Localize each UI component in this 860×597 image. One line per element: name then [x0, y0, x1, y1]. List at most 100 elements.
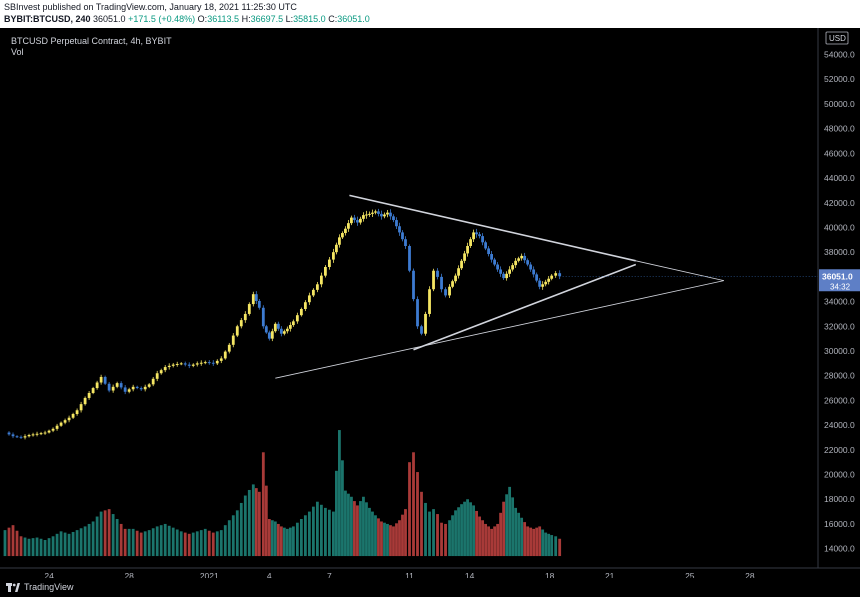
- volume-bar: [412, 452, 415, 557]
- time-tick-label: 28: [124, 571, 134, 581]
- high-value: 36697.5: [250, 14, 284, 24]
- volume-bar: [51, 536, 55, 557]
- candle-body: [171, 364, 175, 366]
- price-chart[interactable]: 54000.052000.050000.048000.046000.044000…: [0, 28, 860, 582]
- candle-body: [227, 344, 231, 352]
- volume-bar: [288, 527, 292, 557]
- candle-body: [261, 307, 265, 327]
- price-tick-label: 28000.0: [824, 371, 855, 381]
- volume-bar: [362, 496, 365, 557]
- candle-body: [404, 239, 407, 246]
- candle-body: [469, 239, 472, 246]
- volume-bar: [344, 490, 347, 557]
- candle-body: [460, 260, 463, 269]
- volume-bar: [328, 509, 331, 557]
- volume-bar: [523, 522, 527, 557]
- candle-body: [347, 223, 350, 229]
- candle-body: [490, 254, 493, 260]
- volume-bar: [529, 527, 533, 557]
- volume-bar: [3, 530, 7, 557]
- volume-bar: [502, 501, 506, 557]
- candle-body: [532, 269, 536, 275]
- volume-bar: [401, 514, 404, 557]
- candle-body: [444, 289, 447, 296]
- currency-box: [825, 31, 849, 45]
- candle-body: [295, 315, 299, 322]
- trendline: [275, 280, 724, 379]
- candle-body: [448, 286, 451, 296]
- volume-bar: [163, 523, 167, 557]
- last-price-text: 36051.0: [93, 14, 126, 24]
- candle-body: [538, 280, 542, 287]
- candle-body: [127, 389, 131, 392]
- candle-body: [303, 302, 307, 309]
- candle-body: [67, 417, 71, 421]
- volume-bar: [303, 515, 307, 557]
- volume-bar: [31, 538, 35, 557]
- volume-bar: [416, 472, 419, 557]
- volume-bar: [11, 525, 15, 557]
- candle-body: [356, 220, 359, 223]
- price-tick-label: 42000.0: [824, 198, 855, 208]
- time-tick-label: 24: [44, 571, 54, 581]
- chart-legend-title: BTCUSD Perpetual Contract, 4h, BYBIT: [11, 36, 172, 46]
- volume-bar: [389, 525, 392, 557]
- change-text: +171.5 (+0.48%): [128, 14, 196, 24]
- volume-bar: [535, 527, 539, 557]
- candle-body: [383, 214, 386, 217]
- volume-bar: [179, 531, 183, 557]
- time-tick-label: 14: [465, 571, 475, 581]
- candle-body: [15, 436, 19, 438]
- volume-bar: [383, 522, 386, 557]
- candle-body: [541, 284, 545, 287]
- candle-body: [350, 217, 353, 224]
- candle-body: [368, 213, 371, 215]
- candle-body: [554, 273, 558, 276]
- volume-bar: [251, 484, 255, 557]
- time-tick-label: 11: [405, 571, 414, 581]
- volume-bar: [285, 528, 289, 557]
- volume-bar: [380, 521, 383, 557]
- candle-body: [51, 428, 55, 431]
- volume-bar: [95, 516, 99, 557]
- chart-area[interactable]: 54000.0 52000.0 50000.0 48000.0 46000.0 44000…: [0, 28, 860, 582]
- price-tick-label: 52000.0: [824, 74, 855, 84]
- candle-body: [496, 264, 500, 270]
- volume-bar: [243, 495, 247, 557]
- low-value: 35815.0: [293, 14, 326, 24]
- time-tick-label: 21: [605, 571, 615, 581]
- candle-countdown: 34:32: [830, 282, 851, 291]
- volume-bar: [103, 510, 107, 557]
- candle-body: [135, 386, 139, 389]
- volume-bar: [71, 531, 75, 557]
- volume-bar: [475, 510, 478, 557]
- price-tick-label: 22000.0: [824, 445, 855, 455]
- volume-bar: [231, 515, 235, 557]
- volume-bar: [107, 509, 111, 557]
- candle-body: [371, 212, 374, 214]
- volume-bar: [347, 493, 350, 557]
- tradingview-logo-icon: [6, 583, 20, 592]
- tradingview-logo[interactable]: TradingView: [6, 581, 74, 593]
- candle-body: [191, 364, 195, 366]
- candle-body: [119, 383, 123, 388]
- candle-body: [451, 281, 454, 287]
- volume-bar: [67, 533, 71, 557]
- candle-body: [493, 259, 496, 265]
- volume-bar: [131, 528, 135, 557]
- price-tick-label: 24000.0: [824, 420, 855, 430]
- volume-bar: [508, 486, 512, 557]
- volume-bar: [39, 538, 43, 557]
- candle-body: [291, 321, 295, 326]
- volume-bar: [235, 510, 239, 557]
- volume-bar: [353, 501, 356, 557]
- candle-body: [475, 232, 478, 235]
- candle-body: [95, 382, 99, 389]
- candle-body: [389, 212, 392, 217]
- candle-body: [416, 299, 419, 327]
- volume-bar: [261, 452, 265, 557]
- candle-body: [558, 273, 562, 277]
- volume-bar: [83, 526, 87, 557]
- candle-body: [341, 233, 344, 238]
- candle-body: [243, 313, 247, 321]
